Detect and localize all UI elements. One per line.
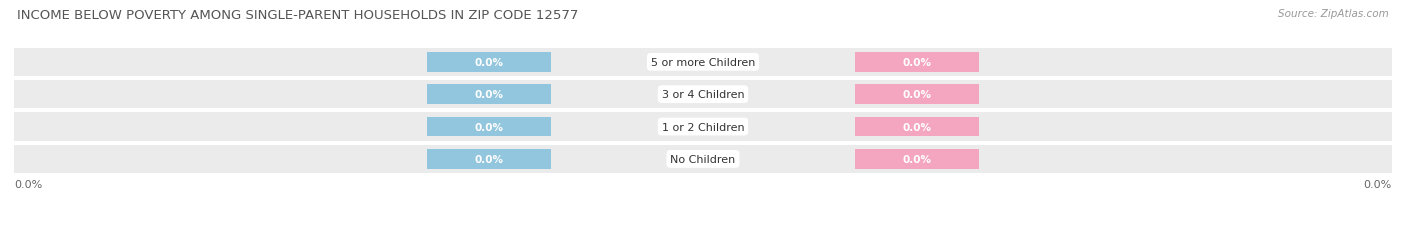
Text: 0.0%: 0.0% [475,122,503,132]
Text: 5 or more Children: 5 or more Children [651,58,755,67]
Bar [855,149,979,169]
Text: INCOME BELOW POVERTY AMONG SINGLE-PARENT HOUSEHOLDS IN ZIP CODE 12577: INCOME BELOW POVERTY AMONG SINGLE-PARENT… [17,9,578,22]
Bar [427,53,551,72]
Bar [14,48,1392,77]
Bar [855,53,979,72]
Text: 1 or 2 Children: 1 or 2 Children [662,122,744,132]
Text: 0.0%: 0.0% [903,154,931,164]
Text: 0.0%: 0.0% [475,58,503,67]
Bar [14,81,1392,109]
Bar [855,117,979,137]
Text: Source: ZipAtlas.com: Source: ZipAtlas.com [1278,9,1389,19]
Text: 0.0%: 0.0% [14,179,42,189]
Text: No Children: No Children [671,154,735,164]
Bar [855,85,979,104]
Bar [14,113,1392,141]
Text: 0.0%: 0.0% [903,122,931,132]
Bar [14,145,1392,173]
Bar [427,117,551,137]
Text: 0.0%: 0.0% [475,154,503,164]
Text: 0.0%: 0.0% [903,90,931,100]
Text: 0.0%: 0.0% [1364,179,1392,189]
Text: 0.0%: 0.0% [475,90,503,100]
Text: 3 or 4 Children: 3 or 4 Children [662,90,744,100]
Bar [427,149,551,169]
Text: 0.0%: 0.0% [903,58,931,67]
Bar [427,85,551,104]
